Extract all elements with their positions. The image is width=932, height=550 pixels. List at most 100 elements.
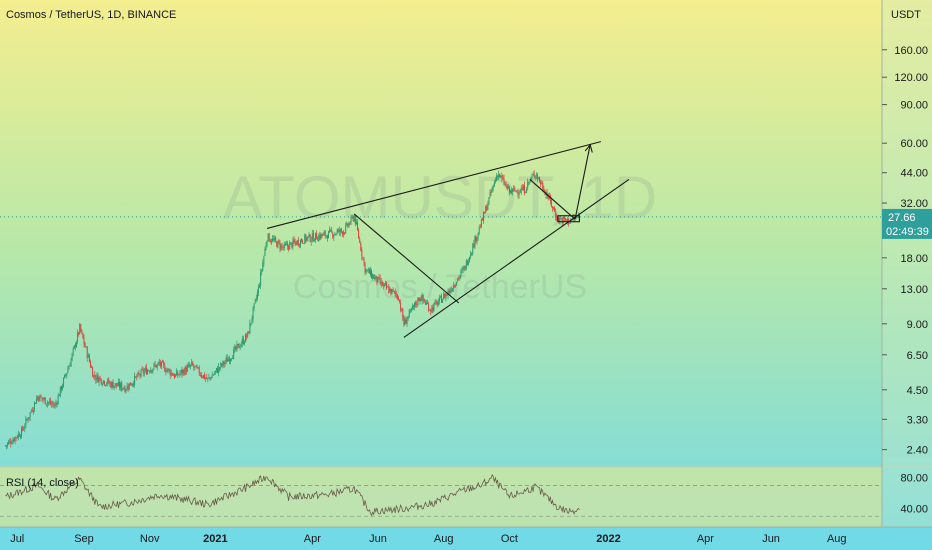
chart-title: Cosmos / TetherUS, 1D, BINANCE bbox=[6, 9, 176, 21]
price-scale[interactable] bbox=[882, 0, 932, 527]
candle-body bbox=[74, 344, 76, 347]
candle-body bbox=[560, 218, 562, 220]
candle-body bbox=[481, 218, 483, 221]
candle-body bbox=[169, 370, 171, 376]
candle-body bbox=[559, 218, 561, 222]
candle-body bbox=[484, 212, 486, 214]
candle-body bbox=[368, 269, 370, 274]
candle-body bbox=[305, 234, 307, 241]
candle-body bbox=[78, 332, 80, 334]
candle-body bbox=[430, 309, 432, 312]
candle-body bbox=[446, 294, 448, 296]
candle-body bbox=[442, 299, 444, 303]
candle-body bbox=[65, 374, 67, 376]
candle-body bbox=[379, 278, 381, 284]
candle-body bbox=[461, 269, 463, 271]
x-tick-label: 2021 bbox=[203, 533, 227, 545]
candle-body bbox=[71, 353, 73, 359]
candle-body bbox=[64, 374, 66, 379]
y-tick-label: 18.00 bbox=[900, 253, 928, 265]
y-tick-label: 3.30 bbox=[907, 414, 928, 426]
candle-body bbox=[396, 294, 398, 298]
candle-body bbox=[418, 297, 420, 302]
candle-body bbox=[155, 365, 157, 368]
candle-body bbox=[562, 217, 564, 223]
candle-body bbox=[402, 308, 404, 319]
candle-body bbox=[265, 245, 267, 250]
drawings[interactable] bbox=[266, 141, 630, 338]
y-tick-label: 2.40 bbox=[907, 445, 928, 457]
time-axis[interactable] bbox=[0, 527, 932, 550]
candle-body bbox=[317, 239, 319, 241]
candle-body bbox=[516, 190, 518, 192]
last-price-box bbox=[882, 208, 932, 239]
candle-body bbox=[18, 434, 20, 437]
candle-body bbox=[444, 293, 446, 299]
candle-body bbox=[338, 229, 340, 233]
candle-body bbox=[162, 360, 164, 363]
candle-body bbox=[359, 238, 361, 242]
candle-body bbox=[427, 302, 429, 305]
candle-body bbox=[413, 305, 415, 307]
candle-body bbox=[278, 240, 280, 243]
candle-body bbox=[487, 203, 489, 211]
candle-body bbox=[85, 346, 87, 348]
candle-body bbox=[228, 358, 230, 362]
candle-body bbox=[297, 239, 299, 246]
x-tick-label: 2022 bbox=[596, 533, 620, 545]
candle-body bbox=[576, 217, 578, 218]
trend-line bbox=[266, 141, 602, 229]
candle-body bbox=[283, 243, 285, 248]
candle-body bbox=[509, 190, 511, 193]
candle-body bbox=[187, 364, 189, 367]
candle-body bbox=[25, 418, 27, 426]
candle-body bbox=[247, 331, 249, 337]
candle-body bbox=[167, 368, 169, 371]
candle-body bbox=[142, 369, 144, 374]
candle-body bbox=[186, 366, 188, 372]
candle-body bbox=[378, 277, 380, 279]
candle-body bbox=[45, 403, 47, 405]
candle-body bbox=[478, 227, 480, 234]
x-tick-label: Aug bbox=[434, 533, 454, 545]
candle-body bbox=[495, 175, 497, 181]
candle-body bbox=[30, 410, 32, 412]
candle-body bbox=[231, 358, 233, 360]
candle-body bbox=[365, 269, 367, 273]
candle-body bbox=[111, 381, 113, 387]
candle-body bbox=[177, 372, 179, 376]
candle-body bbox=[84, 343, 86, 347]
candle-body bbox=[124, 387, 126, 392]
candle-body bbox=[435, 300, 437, 302]
candle-body bbox=[173, 374, 175, 378]
candle-body bbox=[352, 216, 354, 221]
candle-body bbox=[537, 177, 539, 179]
candle-body bbox=[310, 240, 312, 242]
candle-body bbox=[226, 357, 228, 362]
candle-body bbox=[417, 297, 419, 306]
x-tick-label: Jul bbox=[10, 533, 24, 545]
x-tick-label: Jun bbox=[369, 533, 387, 545]
candle-body bbox=[422, 294, 424, 301]
candle-body bbox=[106, 383, 108, 385]
candle-body bbox=[4, 445, 6, 447]
candle-body bbox=[458, 277, 460, 279]
candle-body bbox=[497, 175, 499, 177]
candle-body bbox=[281, 245, 283, 247]
candle-body bbox=[307, 236, 309, 239]
candle-body bbox=[208, 377, 210, 378]
candle-body bbox=[331, 230, 333, 233]
candle-body bbox=[88, 355, 90, 362]
candle-body bbox=[415, 302, 417, 305]
candle-body bbox=[550, 200, 552, 207]
candle-body bbox=[125, 389, 127, 391]
candle-body bbox=[41, 397, 43, 399]
candle-body bbox=[23, 428, 25, 431]
candle-body bbox=[199, 374, 201, 376]
candle-body bbox=[201, 376, 203, 378]
candle-body bbox=[501, 175, 503, 178]
candle-body bbox=[123, 388, 125, 390]
candle-body bbox=[448, 291, 450, 293]
